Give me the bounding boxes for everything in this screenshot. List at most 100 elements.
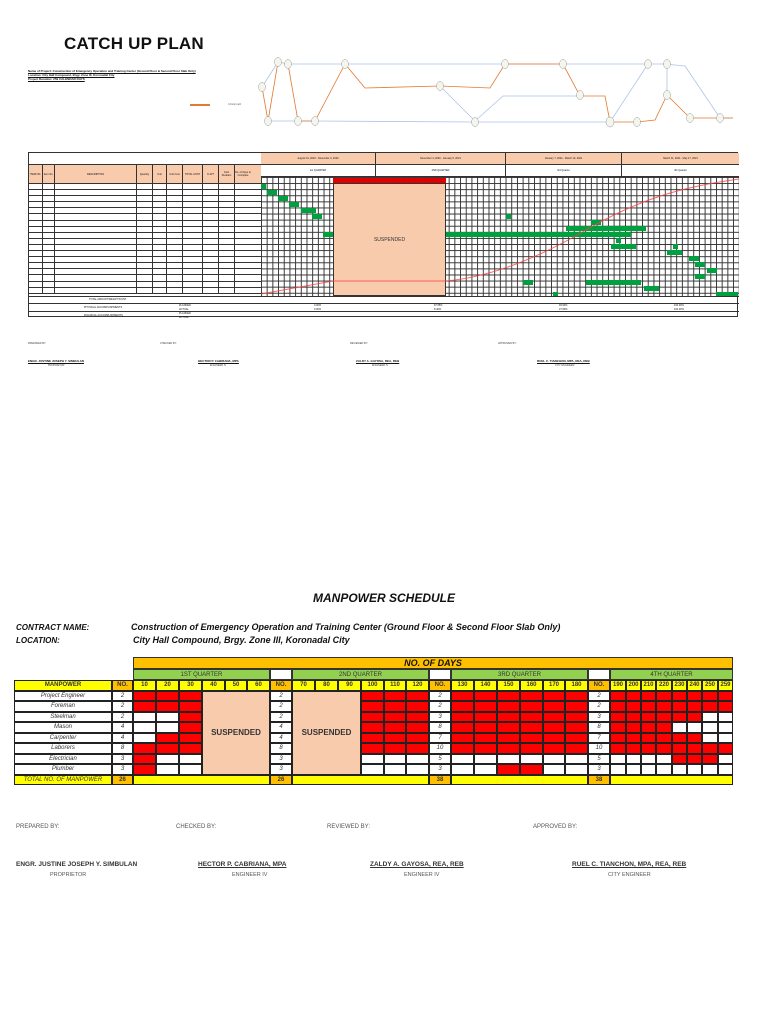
contract-name-label: CONTRACT NAME: [16, 623, 90, 632]
role-count: 2 [112, 690, 133, 701]
role-count: 4 [112, 722, 133, 733]
total-count: 26 [112, 774, 133, 785]
role-count: 2 [270, 701, 292, 712]
role-count: 4 [270, 732, 292, 743]
critical-path-legend-line [190, 104, 210, 106]
project-duration: Project Duration: 259 CALENDAR DAYS [28, 77, 85, 82]
signatory-name: ZALDY A. GAYOSA, REA, REB [356, 359, 400, 363]
role-count: 2 [429, 701, 451, 712]
role-count: 3 [112, 753, 133, 764]
role-count: 3 [429, 711, 451, 722]
signatory-role: CITY ENGINEER [608, 872, 651, 878]
signatory-name: ENGR. JUSTINE JOSEPH Y. SIMBULAN [28, 359, 84, 363]
role-count: 2 [588, 690, 610, 701]
gantt-chart: SUSPENDED [261, 177, 739, 297]
table-row [29, 287, 261, 294]
period-3-quarter: 3rd Quarter [506, 165, 622, 177]
period-2-dates: November 4, 2020 - January 6, 2021 [376, 153, 506, 165]
role-name: Carpenter [14, 732, 112, 743]
signatory-name: HECTOR P. CABRIANA, MPA [198, 359, 239, 363]
total-label: TOTAL AMOUNT/WEIGHT/COST [89, 298, 127, 301]
total-label: TOTAL NO. OF MANPOWER [14, 774, 112, 785]
project-location: Location: City Hall Compound, Brgy. Zone… [28, 73, 115, 78]
role-count: 2 [270, 690, 292, 701]
table-row [29, 257, 261, 264]
table-row [29, 238, 261, 245]
period-4-quarter: 4th Quarter [622, 165, 739, 177]
role-count: 8 [429, 722, 451, 733]
role-name: Plumber [14, 764, 112, 775]
quarter-2-header: 2ND QUARTER [292, 669, 429, 680]
no-of-days-header: NO. OF DAYS [133, 657, 733, 669]
location-label: LOCATION: [16, 636, 60, 645]
total-count: 38 [429, 774, 451, 785]
signatory-role: ENGINEER IV [232, 872, 268, 878]
manpower-schedule-title: MANPOWER SCHEDULE [313, 591, 456, 605]
s-curve [261, 178, 739, 295]
role-count: 10 [429, 743, 451, 754]
role-count: 8 [588, 722, 610, 733]
suspended-block: SUSPENDED [333, 183, 446, 296]
period-3-dates: January 7, 2021 - March 10, 2021 [506, 153, 622, 165]
role-count: 10 [588, 743, 610, 754]
signatory-name: RUEL C. TIANCHON, MPA, REA, REB [572, 861, 687, 868]
suspended-block-q2: SUSPENDED [292, 690, 361, 775]
role-count: 7 [429, 732, 451, 743]
role-name: Laborers [14, 743, 112, 754]
table-row [29, 196, 261, 203]
role-count: 3 [588, 711, 610, 722]
table-row [29, 220, 261, 227]
role-name: Mason [14, 722, 112, 733]
period-4-dates: March 11, 2021 - May 17, 2021 [622, 153, 739, 165]
catch-up-schedule-table: ITEM NO. Item No. DESCRIPTION Quantity U… [28, 152, 739, 319]
total-count: 38 [588, 774, 610, 785]
table-row [29, 226, 261, 233]
role-count: 3 [112, 764, 133, 775]
role-count: 7 [588, 732, 610, 743]
role-count: 3 [270, 753, 292, 764]
table-row [29, 251, 261, 258]
table-row [29, 281, 261, 288]
location-value: City Hall Compound, Brgy. Zone III, Koro… [133, 635, 350, 645]
period-1-quarter: 1st QUARTER [261, 165, 376, 177]
total-count: 26 [270, 774, 292, 785]
legend-label: Critical path [228, 103, 242, 106]
role-count: 4 [270, 722, 292, 733]
contract-name-value: Construction of Emergency Operation and … [131, 622, 561, 632]
role-count: 2 [429, 690, 451, 701]
suspended-red-bar [333, 177, 446, 183]
table-rows [29, 184, 261, 294]
role-count: 4 [112, 732, 133, 743]
quarter-1-header: 1ST QUARTER [133, 669, 270, 680]
role-name: Electrician [14, 753, 112, 764]
table-row [29, 190, 261, 197]
table-row [29, 208, 261, 215]
table-row [29, 263, 261, 270]
period-1-dates: August 31, 2020 - November 3, 2020 [261, 153, 376, 165]
signatory-role: ENGINEER IV [404, 872, 440, 878]
table-row [29, 184, 261, 191]
role-count: 3 [429, 764, 451, 775]
signatory-name: RUEL C. TIANCHON, MPA, REA, REB [537, 359, 590, 363]
network-diagram [258, 57, 733, 128]
table-row [29, 244, 261, 252]
table-row [29, 275, 261, 282]
quarter-3-header: 3RD QUARTER [451, 669, 588, 680]
project-name: Name of Project: Construction of Emergen… [28, 69, 196, 73]
table-row [29, 214, 261, 221]
table-header: ITEM NO. Item No. DESCRIPTION Quantity U… [29, 165, 261, 184]
role-count: 5 [429, 753, 451, 764]
role-count: 8 [270, 743, 292, 754]
table-row [29, 269, 261, 276]
role-count: 8 [112, 743, 133, 754]
role-count: 2 [588, 701, 610, 712]
role-count: 2 [112, 701, 133, 712]
catch-up-plan-title: CATCH UP PLAN [64, 34, 204, 53]
project-info: Name of Project: Construction of Emergen… [28, 69, 196, 82]
role-count: 2 [270, 711, 292, 722]
signatory-name: HECTOR P. CABRIANA, MPA [198, 861, 287, 868]
signatory-name: ZALDY A. GAYOSA, REA, REB [370, 861, 464, 868]
role-count: 2 [112, 711, 133, 722]
suspended-block-q1: SUSPENDED [202, 690, 270, 775]
role-name: Foreman [14, 701, 112, 712]
